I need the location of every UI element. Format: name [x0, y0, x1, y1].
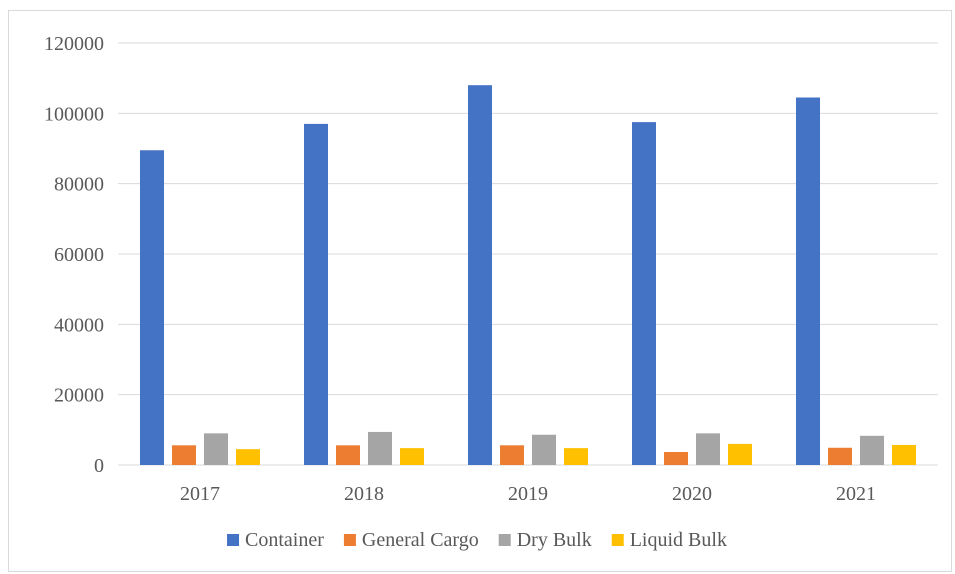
- y-axis-tick-labels: 0 20000 40000 60000 80000 100000 120000: [44, 33, 104, 477]
- y-tick-label-120000: 120000: [44, 33, 104, 55]
- legend-swatch-liquid-bulk: [611, 534, 624, 546]
- bar-liquid-bulk-2021: [892, 444, 916, 465]
- bar-container-2017: [140, 150, 164, 465]
- legend-label-general-cargo: General Cargo: [362, 529, 479, 551]
- x-tick-label-2021: 2021: [836, 483, 876, 505]
- bar-general-cargo-2018: [336, 445, 360, 465]
- y-tick-label-0: 0: [94, 455, 104, 477]
- y-tick-label-40000: 40000: [54, 314, 104, 336]
- legend-swatch-dry-bulk: [498, 534, 511, 546]
- bar-general-cargo-2019: [500, 445, 524, 465]
- legend-label-dry-bulk: Dry Bulk: [517, 529, 592, 551]
- bar-general-cargo-2021: [828, 447, 852, 465]
- y-tick-label-80000: 80000: [54, 174, 104, 196]
- bar-dry-bulk-2019: [532, 434, 556, 465]
- legend: Container General Cargo Dry Bulk Liquid Bul…: [227, 529, 727, 551]
- legend-swatch-general-cargo: [343, 534, 356, 546]
- y-tick-label-100000: 100000: [44, 103, 104, 125]
- bar-liquid-bulk-2018: [400, 448, 424, 465]
- x-tick-label-2018: 2018: [344, 483, 384, 505]
- bar-dry-bulk-2021: [860, 435, 884, 465]
- bar-container-2018: [304, 123, 328, 465]
- x-tick-label-2020: 2020: [672, 483, 712, 505]
- bar-liquid-bulk-2019: [564, 448, 588, 465]
- legend-label-liquid-bulk: Liquid Bulk: [630, 529, 727, 551]
- legend-label-container: Container: [245, 529, 324, 551]
- bar-general-cargo-2020: [664, 451, 688, 465]
- bar-dry-bulk-2020: [696, 433, 720, 465]
- bar-liquid-bulk-2020: [728, 443, 752, 465]
- x-tick-label-2019: 2019: [508, 483, 548, 505]
- x-axis-tick-labels: 2017 2018 2019 2020 2021: [180, 483, 876, 505]
- x-tick-label-2017: 2017: [180, 483, 220, 505]
- bar-container-2021: [796, 97, 820, 465]
- y-tick-label-60000: 60000: [54, 244, 104, 266]
- bar-liquid-bulk-2017: [236, 449, 260, 465]
- bars: [140, 85, 916, 465]
- bar-dry-bulk-2018: [368, 431, 392, 465]
- bar-dry-bulk-2017: [204, 433, 228, 465]
- bar-general-cargo-2017: [172, 445, 196, 465]
- bar-container-2020: [632, 122, 656, 465]
- bar-container-2019: [468, 85, 492, 465]
- legend-swatch-container: [227, 534, 240, 546]
- y-tick-label-20000: 20000: [54, 385, 104, 407]
